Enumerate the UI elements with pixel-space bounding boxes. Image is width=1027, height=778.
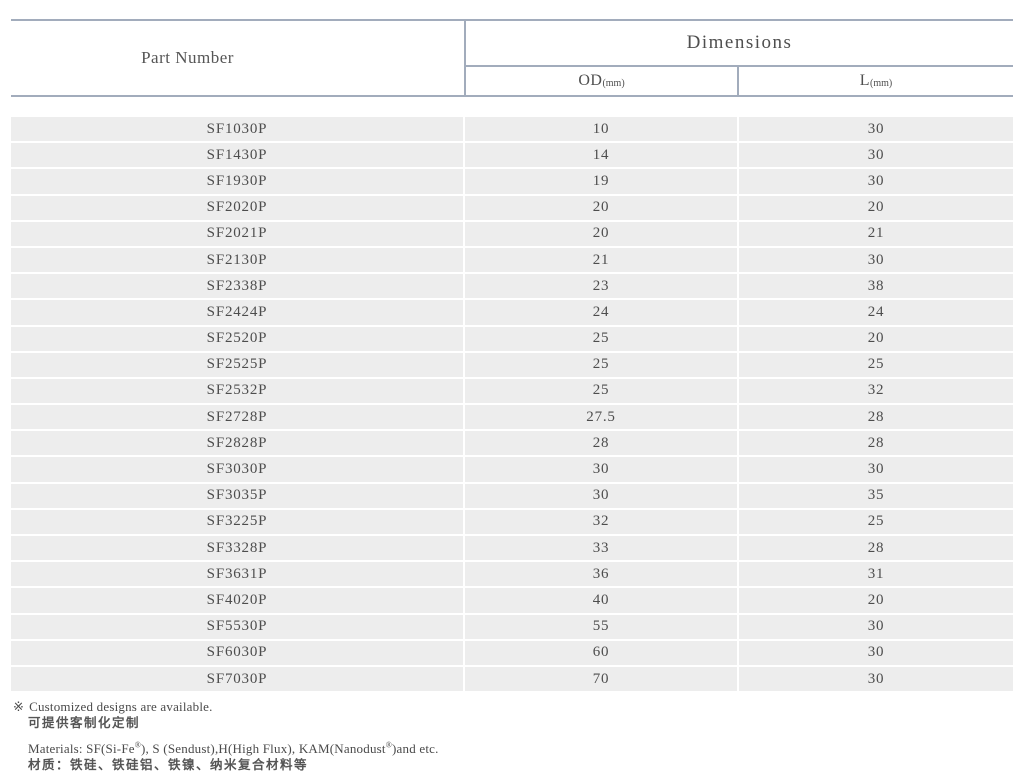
l-value-cell: 38 bbox=[739, 274, 1013, 299]
od-value-cell: 21 bbox=[465, 247, 737, 273]
part-number-cell: SF2728P bbox=[11, 405, 463, 430]
part-number-cell: SF3631P bbox=[11, 562, 463, 587]
l-unit-label: (mm) bbox=[870, 78, 893, 89]
l-value-cell: 30 bbox=[739, 640, 1013, 665]
dimensions-table: Part Number Dimensions OD (mm) L (mm) SF10… bbox=[11, 19, 1013, 692]
l-value-cell: 28 bbox=[739, 405, 1013, 430]
l-value-cell: 25 bbox=[739, 509, 1013, 534]
materials-note-en: Materials: SF(Si-Fe®), S (Sendust),H(Hig… bbox=[28, 741, 439, 757]
od-value-cell: 33 bbox=[465, 536, 737, 561]
l-value-cell: 30 bbox=[739, 117, 1013, 142]
part-number-cell: SF1030P bbox=[11, 117, 463, 142]
od-value-cell: 32 bbox=[465, 509, 737, 534]
materials-note-cn: 材质：铁硅、铁硅铝、铁镍、纳米复合材料等 bbox=[28, 758, 309, 772]
part-number-cell: SF5530P bbox=[11, 614, 463, 639]
od-value-cell: 25 bbox=[465, 378, 737, 404]
l-value-cell: 30 bbox=[739, 457, 1013, 482]
part-number-cell: SF2338P bbox=[11, 274, 463, 299]
l-value-cell: 30 bbox=[739, 143, 1013, 168]
od-value-cell: 25 bbox=[465, 352, 737, 377]
l-value-cell: 31 bbox=[739, 562, 1013, 587]
od-value-cell: 10 bbox=[465, 117, 737, 142]
customized-note-en-text: Customized designs are available. bbox=[29, 699, 213, 714]
od-value-cell: 70 bbox=[465, 666, 737, 692]
table-header: Part Number Dimensions OD (mm) L (mm) bbox=[11, 19, 1013, 97]
part-number-cell: SF2525P bbox=[11, 352, 463, 377]
reference-mark: ※ bbox=[13, 699, 25, 714]
materials-seg-3: )and etc. bbox=[392, 741, 439, 756]
od-value-cell: 27.5 bbox=[465, 405, 737, 430]
part-number-column-header: Part Number bbox=[11, 21, 464, 95]
customized-note-en: ※ Customized designs are available. bbox=[13, 699, 439, 715]
od-value-cell: 30 bbox=[465, 483, 737, 508]
od-value-cell: 20 bbox=[465, 195, 737, 220]
l-value-cell: 30 bbox=[739, 614, 1013, 639]
dimensions-subheaders: OD (mm) L (mm) bbox=[466, 67, 1013, 95]
part-number-cell: SF2828P bbox=[11, 431, 463, 456]
dimensions-group-label: Dimensions bbox=[466, 21, 1013, 67]
od-header-label: OD bbox=[578, 72, 603, 89]
od-value-cell: 30 bbox=[465, 457, 737, 482]
materials-seg-2: ), S (Sendust),H(High Flux), KAM(Nanodus… bbox=[141, 741, 386, 756]
part-number-cell: SF2520P bbox=[11, 326, 463, 351]
footnotes: ※ Customized designs are available. 可提供客制… bbox=[13, 699, 439, 774]
l-value-cell: 28 bbox=[739, 431, 1013, 456]
l-column-header: L (mm) bbox=[737, 67, 1013, 95]
od-column-header: OD (mm) bbox=[466, 67, 737, 95]
od-value-cell: 25 bbox=[465, 326, 737, 351]
customized-note-cn: 可提供客制化定制 bbox=[28, 716, 141, 730]
l-header-label: L bbox=[859, 72, 871, 89]
l-value-cell: 20 bbox=[739, 588, 1013, 613]
od-value-cell: 23 bbox=[465, 274, 737, 299]
od-value-cell: 14 bbox=[465, 143, 737, 168]
part-number-cell: SF2020P bbox=[11, 195, 463, 220]
materials-seg-1: Materials: SF(Si-Fe bbox=[28, 741, 135, 756]
part-number-cell: SF3328P bbox=[11, 536, 463, 561]
od-value-cell: 20 bbox=[465, 221, 737, 246]
l-value-cell: 20 bbox=[739, 195, 1013, 220]
od-value-cell: 19 bbox=[465, 169, 737, 194]
l-value-cell: 24 bbox=[739, 300, 1013, 325]
part-number-cell: SF2532P bbox=[11, 378, 463, 404]
l-value-cell: 30 bbox=[739, 666, 1013, 692]
part-number-header-label: Part Number bbox=[141, 48, 234, 67]
od-value-cell: 55 bbox=[465, 614, 737, 639]
dimensions-header-group: Dimensions OD (mm) L (mm) bbox=[464, 21, 1013, 95]
od-value-cell: 60 bbox=[465, 640, 737, 665]
registered-mark-icon: ® bbox=[134, 740, 141, 750]
od-unit-label: (mm) bbox=[602, 78, 625, 89]
l-value-cell: 30 bbox=[739, 169, 1013, 194]
part-number-cell: SF1430P bbox=[11, 143, 463, 168]
registered-mark-icon: ® bbox=[385, 740, 393, 750]
part-number-cell: SF7030P bbox=[11, 666, 463, 692]
part-number-cell: SF6030P bbox=[11, 640, 463, 665]
part-number-cell: SF3030P bbox=[11, 457, 463, 482]
l-value-cell: 30 bbox=[739, 247, 1013, 273]
part-number-cell: SF2130P bbox=[11, 247, 463, 273]
od-value-cell: 28 bbox=[465, 431, 737, 456]
l-value-cell: 25 bbox=[739, 352, 1013, 377]
part-number-cell: SF2424P bbox=[11, 300, 463, 325]
part-number-cell: SF2021P bbox=[11, 221, 463, 246]
od-value-cell: 24 bbox=[465, 300, 737, 325]
table-body: SF1030P 10 30 SF1430P 14 30 SF1930P 19 30 SF2020P… bbox=[11, 117, 1013, 692]
l-value-cell: 32 bbox=[739, 378, 1013, 404]
part-number-cell: SF4020P bbox=[11, 588, 463, 613]
l-value-cell: 20 bbox=[739, 326, 1013, 351]
od-value-cell: 36 bbox=[465, 562, 737, 587]
l-value-cell: 28 bbox=[739, 536, 1013, 561]
od-value-cell: 40 bbox=[465, 588, 737, 613]
part-number-cell: SF1930P bbox=[11, 169, 463, 194]
part-number-cell: SF3035P bbox=[11, 483, 463, 508]
l-value-cell: 35 bbox=[739, 483, 1013, 508]
l-value-cell: 21 bbox=[739, 221, 1013, 246]
part-number-cell: SF3225P bbox=[11, 509, 463, 534]
